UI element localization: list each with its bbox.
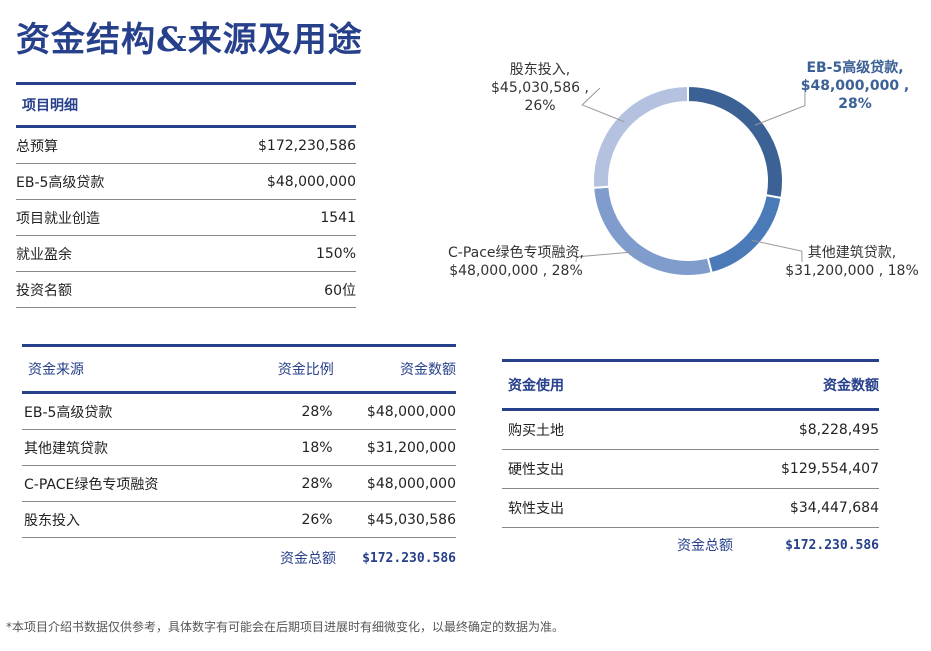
slice-label-line: 股东投入, xyxy=(509,62,571,78)
cell: 其他建筑贷款 xyxy=(24,440,108,457)
footnote: *本项目介绍书数据仅供参考，具体数字有可能会在后期项目进展时有细微变化，以最终确… xyxy=(6,620,565,634)
slice-label-line: $48,000,000 , xyxy=(800,78,910,94)
uses-row: 购买土地 $8,228,495 xyxy=(502,411,879,450)
slice-label-line: $45,030,586 , xyxy=(491,80,589,96)
details-header: 项目明细 xyxy=(16,82,356,128)
col-header: 资金来源 xyxy=(28,362,84,378)
row-value: 150% xyxy=(315,245,356,262)
sources-total: 资金总额 $172.230.586 xyxy=(22,538,456,578)
page-title: 资金结构&来源及用途 xyxy=(16,20,363,60)
slice-label-line: EB-5高级贷款, xyxy=(806,60,904,76)
total-label: 资金总额 xyxy=(677,538,733,554)
row-label: 就业盈余 xyxy=(16,246,72,263)
details-table: 项目明细 总预算 $172,230,586 EB-5高级贷款 $48,000,000 项… xyxy=(16,82,356,308)
cell: 软性支出 xyxy=(508,501,564,517)
slice-label: C-Pace绿色专项融资, $48,000,000 , 28% xyxy=(441,244,591,280)
slice-label-line: 26% xyxy=(524,98,556,114)
total-value: $172.230.586 xyxy=(785,537,879,553)
donut-slice xyxy=(592,185,713,277)
cell: $129,554,407 xyxy=(781,461,879,477)
row-value: 1541 xyxy=(320,209,356,226)
sources-row: 股东投入 26% $45,030,586 xyxy=(22,502,456,538)
row-label: 投资名额 xyxy=(16,282,72,299)
uses-total: 资金总额 $172.230.586 xyxy=(502,528,879,562)
leader-line xyxy=(754,85,806,126)
cell: $31,200,000 xyxy=(366,439,456,456)
slice-label-line: $48,000,000 , 28% xyxy=(449,263,583,279)
sources-table: 资金来源 资金比例 资金数额 EB-5高级贷款 28% $48,000,000 其他建… xyxy=(22,344,456,578)
uses-header: 资金使用 资金数额 xyxy=(502,359,879,411)
slice-label-line: 28% xyxy=(838,96,872,112)
col-header: 资金数额 xyxy=(823,378,879,394)
col-header: 资金使用 xyxy=(508,378,564,394)
donut-slice xyxy=(592,84,689,189)
details-row: EB-5高级贷款 $48,000,000 xyxy=(16,164,356,200)
cell: $34,447,684 xyxy=(789,500,879,516)
slice-label: 股东投入, $45,030,586 , 26% xyxy=(465,61,615,115)
uses-row: 硬性支出 $129,554,407 xyxy=(502,450,879,489)
cell: 购买土地 xyxy=(508,423,564,439)
slice-label: EB-5高级贷款, $48,000,000 , 28% xyxy=(780,59,930,113)
cell: EB-5高级贷款 xyxy=(24,404,113,421)
cell: 18% xyxy=(301,439,333,456)
sources-row: EB-5高级贷款 28% $48,000,000 xyxy=(22,394,456,430)
col-header: 资金数额 xyxy=(400,362,456,378)
details-row: 投资名额 60位 xyxy=(16,272,356,308)
donut-slice xyxy=(687,84,784,200)
leader-line xyxy=(751,239,803,263)
details-row: 项目就业创造 1541 xyxy=(16,200,356,236)
sources-row: C-PACE绿色专项融资 28% $48,000,000 xyxy=(22,466,456,502)
uses-table: 资金使用 资金数额 购买土地 $8,228,495 硬性支出 $129,554,407… xyxy=(502,359,879,562)
cell: $48,000,000 xyxy=(366,403,456,420)
row-label: EB-5高级贷款 xyxy=(16,174,105,191)
details-row: 就业盈余 150% xyxy=(16,236,356,272)
donut-chart xyxy=(575,84,806,277)
cell: $48,000,000 xyxy=(366,475,456,492)
details-row: 总预算 $172,230,586 xyxy=(16,128,356,164)
slice-label-line: C-Pace绿色专项融资, xyxy=(448,245,584,261)
total-label: 资金总额 xyxy=(280,551,336,567)
row-value: $48,000,000 xyxy=(266,173,356,190)
cell: 28% xyxy=(301,403,333,420)
row-value: $172,230,586 xyxy=(258,137,356,154)
leader-line xyxy=(575,251,638,263)
slice-label-line: $31,200,000 , 18% xyxy=(785,263,919,279)
cell: 硬性支出 xyxy=(508,462,564,478)
cell: 股东投入 xyxy=(24,512,80,529)
leader-line xyxy=(581,87,625,123)
cell: $45,030,586 xyxy=(366,511,456,528)
col-header: 资金比例 xyxy=(277,362,334,378)
cell: 26% xyxy=(301,511,333,528)
slice-label: 其他建筑贷款, $31,200,000 , 18% xyxy=(777,244,927,280)
row-label: 项目就业创造 xyxy=(16,210,100,227)
total-value: $172.230.586 xyxy=(362,550,456,566)
sources-header: 资金来源 资金比例 资金数额 xyxy=(22,344,456,394)
sources-row: 其他建筑贷款 18% $31,200,000 xyxy=(22,430,456,466)
cell: $8,228,495 xyxy=(798,422,879,438)
cell: 28% xyxy=(301,475,333,492)
donut-slice xyxy=(706,194,783,275)
row-label: 总预算 xyxy=(16,138,58,155)
row-value: 60位 xyxy=(324,282,356,299)
cell: C-PACE绿色专项融资 xyxy=(24,476,159,493)
slice-label-line: 其他建筑贷款, xyxy=(807,245,897,261)
details-header-label: 项目明细 xyxy=(22,98,78,114)
uses-row: 软性支出 $34,447,684 xyxy=(502,489,879,528)
